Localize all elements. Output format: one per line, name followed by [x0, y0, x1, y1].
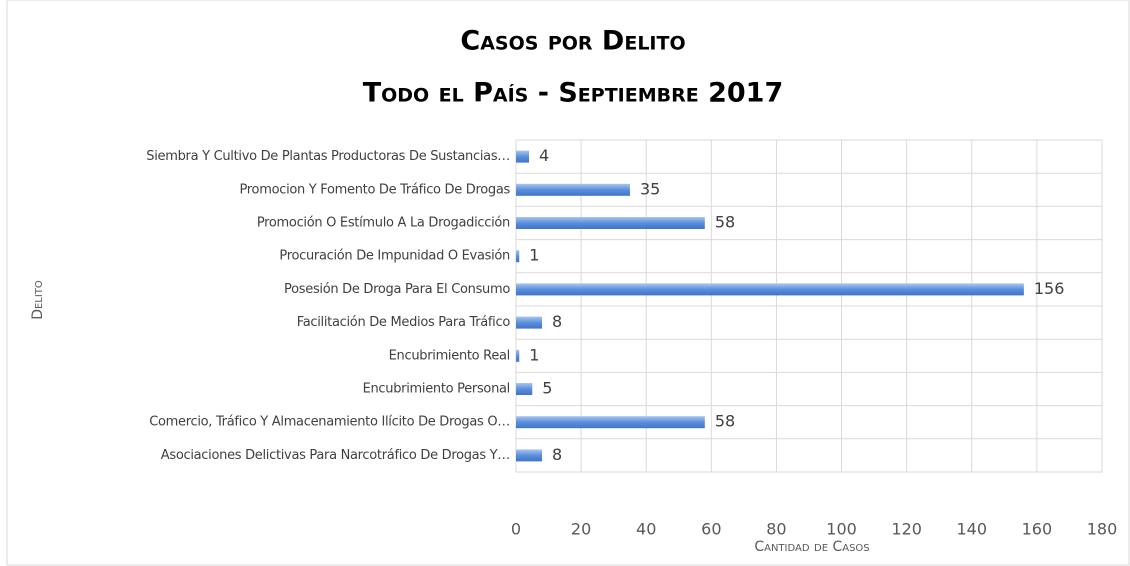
x-tick-label: 60 [701, 520, 721, 539]
bar [516, 217, 705, 229]
x-tick-label: 0 [511, 520, 521, 539]
y-tick-label: Encubrimiento Personal [363, 382, 510, 397]
bar [516, 150, 530, 163]
data-label: 35 [640, 179, 660, 198]
y-axis-title: Delito [30, 280, 46, 320]
data-label: 4 [539, 146, 549, 165]
x-tick-label: 100 [826, 520, 857, 539]
chart-title: Casos por Delito [460, 26, 685, 57]
data-label: 8 [552, 445, 562, 464]
data-label: 1 [529, 345, 539, 364]
bar [516, 250, 520, 263]
bar [516, 383, 533, 395]
x-tick-label: 160 [1022, 520, 1053, 539]
bar [516, 183, 630, 196]
y-tick-label: Encubrimiento Real [389, 348, 510, 363]
bar [516, 316, 543, 329]
x-tick-label: 80 [766, 520, 786, 539]
chart-subtitle: Todo el País - Septiembre 2017 [363, 78, 784, 109]
x-tick-label: 120 [891, 520, 922, 539]
data-label: 156 [1034, 279, 1065, 298]
data-label: 5 [542, 379, 552, 398]
data-label: 58 [715, 213, 735, 232]
bar [516, 349, 520, 362]
y-tick-label: Promoción O Estímulo A La Drogadicción [257, 216, 510, 231]
x-tick-label: 180 [1087, 520, 1118, 539]
x-tick-label: 40 [636, 520, 656, 539]
y-tick-label: Siembra Y Cultivo De Plantas Productoras… [146, 149, 510, 164]
y-tick-label: Comercio, Tráfico Y Almacenamiento Ilíci… [149, 415, 510, 430]
bar [516, 416, 705, 429]
y-tick-label: Promocion Y Fomento De Tráfico De Drogas [239, 182, 510, 197]
data-label: 58 [715, 412, 735, 431]
bar [516, 283, 1024, 296]
data-label: 1 [529, 246, 539, 265]
x-tick-label: 20 [571, 520, 591, 539]
y-tick-label: Facilitación De Medios Para Tráfico [297, 315, 511, 330]
y-tick-label: Asociaciones Delictivas Para Narcotráfic… [161, 448, 510, 463]
chart-border [6, 0, 1130, 566]
y-tick-label: Posesión De Droga Para El Consumo [284, 282, 510, 297]
x-axis-title: Cantidad de Casos [754, 539, 869, 555]
bar [516, 449, 543, 462]
data-label: 8 [552, 312, 562, 331]
y-tick-label: Procuración De Impunidad O Evasión [279, 249, 510, 264]
x-tick-label: 140 [957, 520, 988, 539]
